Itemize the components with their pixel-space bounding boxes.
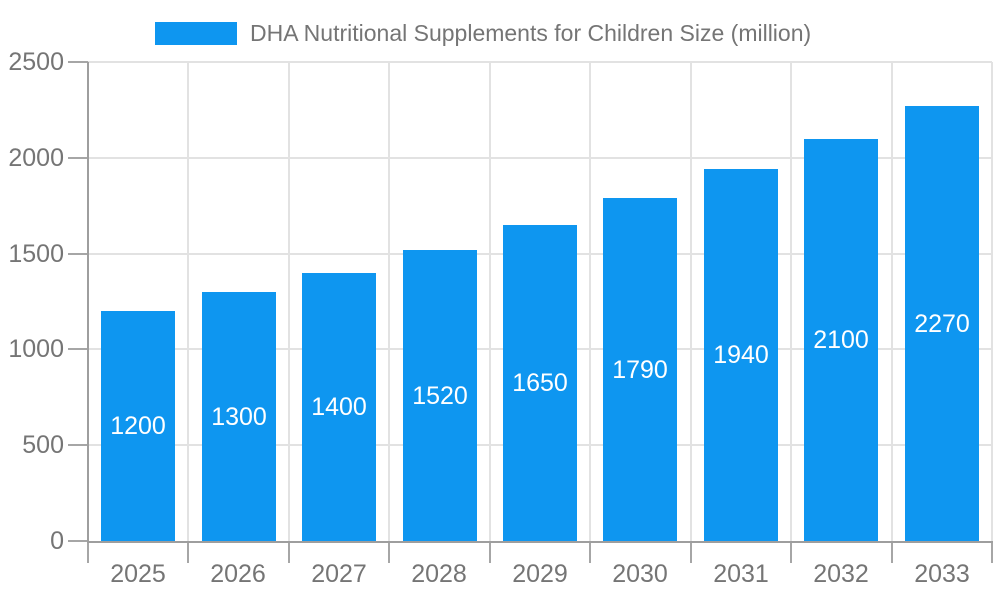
bar-2028[interactable] (403, 250, 477, 541)
y-gridline (88, 61, 992, 63)
x-axis-label: 2025 (110, 560, 166, 588)
y-axis-label: 1500 (8, 240, 64, 268)
bar-value-label: 1940 (713, 341, 769, 369)
x-axis-tick (991, 541, 993, 563)
bar-2029[interactable] (503, 225, 577, 541)
legend-swatch[interactable] (155, 21, 237, 45)
x-gridline (991, 62, 993, 541)
x-axis-label: 2031 (713, 560, 769, 588)
y-axis-tick (68, 253, 88, 255)
bar-2031[interactable] (704, 169, 778, 541)
bar-2030[interactable] (603, 198, 677, 541)
x-axis-tick (690, 541, 692, 563)
x-axis-label: 2028 (411, 560, 467, 588)
x-axis-tick (388, 541, 390, 563)
x-axis-label: 2033 (914, 560, 970, 588)
x-axis-label: 2029 (512, 560, 568, 588)
bar-value-label: 2100 (813, 326, 869, 354)
bar-2032[interactable] (804, 139, 878, 541)
x-gridline (891, 62, 893, 541)
x-gridline (690, 62, 692, 541)
x-gridline (589, 62, 591, 541)
bar-value-label: 1400 (311, 393, 367, 421)
bar-value-label: 2270 (914, 310, 970, 338)
y-axis-tick (68, 444, 88, 446)
bar-value-label: 1300 (211, 403, 267, 431)
x-axis-label: 2027 (311, 560, 367, 588)
x-axis-tick (790, 541, 792, 563)
y-axis-label: 1000 (8, 335, 64, 363)
y-axis-tick (68, 157, 88, 159)
x-gridline (790, 62, 792, 541)
x-axis-label: 2032 (813, 560, 869, 588)
bar-2033[interactable] (905, 106, 979, 541)
y-axis-line (87, 62, 89, 541)
y-axis-tick (68, 540, 88, 542)
x-gridline (288, 62, 290, 541)
y-axis-label: 500 (22, 431, 64, 459)
x-axis-tick (288, 541, 290, 563)
bar-value-label: 1200 (110, 412, 166, 440)
legend[interactable]: DHA Nutritional Supplements for Children… (155, 20, 811, 46)
y-axis-tick (68, 61, 88, 63)
x-gridline (388, 62, 390, 541)
x-axis-tick (589, 541, 591, 563)
x-gridline (187, 62, 189, 541)
x-gridline (489, 62, 491, 541)
y-axis-tick (68, 348, 88, 350)
y-axis-label: 0 (50, 527, 64, 555)
x-axis-tick (489, 541, 491, 563)
y-axis-label: 2500 (8, 48, 64, 76)
y-gridline (88, 157, 992, 159)
x-axis-tick (87, 541, 89, 563)
bar-2025[interactable] (101, 311, 175, 541)
x-axis-line (87, 541, 993, 543)
bar-2026[interactable] (202, 292, 276, 541)
bar-value-label: 1520 (412, 382, 468, 410)
bar-value-label: 1650 (512, 369, 568, 397)
x-axis-tick (891, 541, 893, 563)
x-axis-tick (187, 541, 189, 563)
bar-value-label: 1790 (612, 356, 668, 384)
bar-2027[interactable] (302, 273, 376, 541)
y-axis-label: 2000 (8, 144, 64, 172)
x-axis-label: 2026 (210, 560, 266, 588)
legend-label[interactable]: DHA Nutritional Supplements for Children… (250, 20, 812, 46)
x-axis-label: 2030 (612, 560, 668, 588)
